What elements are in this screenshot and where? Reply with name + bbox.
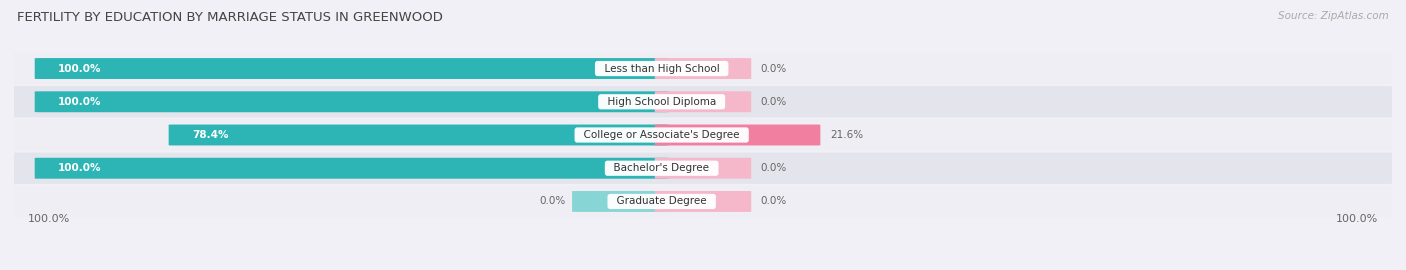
Text: 0.0%: 0.0% xyxy=(761,97,787,107)
Text: 0.0%: 0.0% xyxy=(538,197,565,207)
FancyBboxPatch shape xyxy=(572,191,669,212)
Text: Source: ZipAtlas.com: Source: ZipAtlas.com xyxy=(1278,11,1389,21)
FancyBboxPatch shape xyxy=(35,91,669,112)
FancyBboxPatch shape xyxy=(35,158,669,179)
Text: FERTILITY BY EDUCATION BY MARRIAGE STATUS IN GREENWOOD: FERTILITY BY EDUCATION BY MARRIAGE STATU… xyxy=(17,11,443,24)
Text: 100.0%: 100.0% xyxy=(58,63,101,73)
Text: 100.0%: 100.0% xyxy=(58,97,101,107)
Text: Less than High School: Less than High School xyxy=(598,63,725,73)
FancyBboxPatch shape xyxy=(7,186,1399,217)
FancyBboxPatch shape xyxy=(655,158,751,179)
Text: 100.0%: 100.0% xyxy=(1336,214,1378,224)
Text: 21.6%: 21.6% xyxy=(830,130,863,140)
Text: 100.0%: 100.0% xyxy=(58,163,101,173)
Text: 0.0%: 0.0% xyxy=(761,163,787,173)
Text: 78.4%: 78.4% xyxy=(193,130,229,140)
Text: Bachelor's Degree: Bachelor's Degree xyxy=(607,163,716,173)
FancyBboxPatch shape xyxy=(7,86,1399,117)
Text: 100.0%: 100.0% xyxy=(28,214,70,224)
FancyBboxPatch shape xyxy=(655,124,820,146)
FancyBboxPatch shape xyxy=(7,53,1399,84)
Text: 0.0%: 0.0% xyxy=(761,63,787,73)
FancyBboxPatch shape xyxy=(35,58,669,79)
FancyBboxPatch shape xyxy=(7,153,1399,184)
Text: College or Associate's Degree: College or Associate's Degree xyxy=(578,130,747,140)
Text: 0.0%: 0.0% xyxy=(761,197,787,207)
FancyBboxPatch shape xyxy=(655,191,751,212)
FancyBboxPatch shape xyxy=(655,91,751,112)
FancyBboxPatch shape xyxy=(169,124,669,146)
Text: High School Diploma: High School Diploma xyxy=(600,97,723,107)
FancyBboxPatch shape xyxy=(7,119,1399,151)
Text: Graduate Degree: Graduate Degree xyxy=(610,197,713,207)
FancyBboxPatch shape xyxy=(655,58,751,79)
